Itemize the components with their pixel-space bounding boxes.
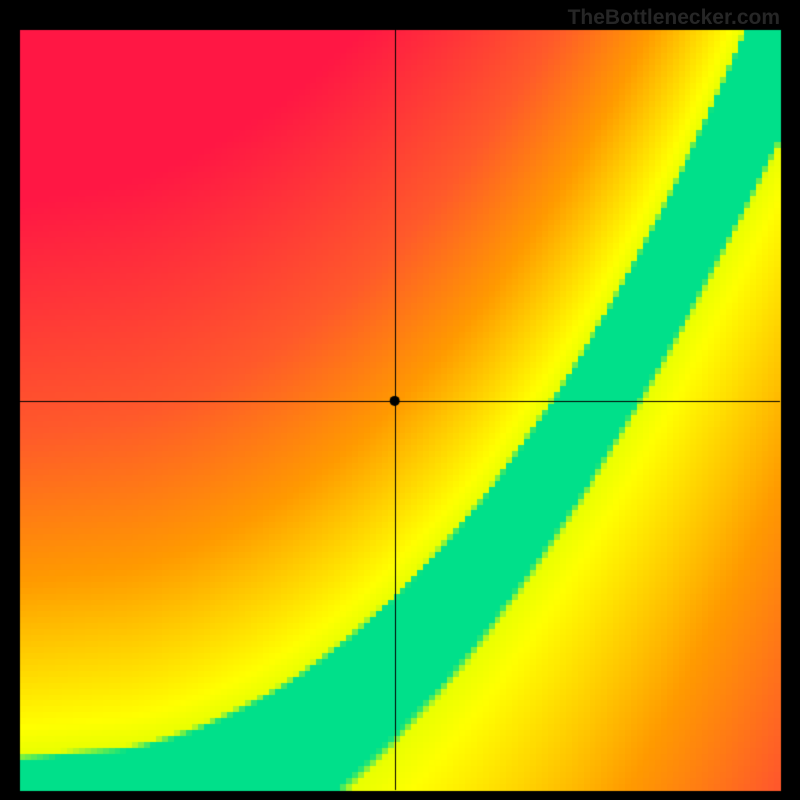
- chart-container: { "watermark": { "text": "TheBottlenecke…: [0, 0, 800, 800]
- heatmap-plot: [0, 0, 800, 800]
- watermark-text: TheBottlenecker.com: [568, 6, 780, 30]
